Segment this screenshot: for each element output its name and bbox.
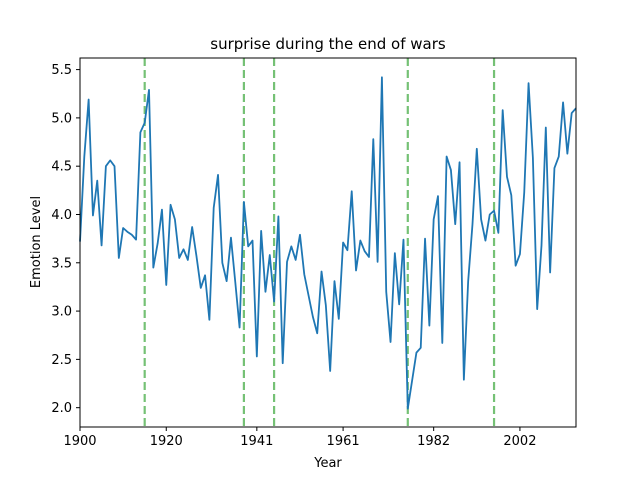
x-tick-label: 1941 xyxy=(240,434,273,449)
x-tick-label: 1900 xyxy=(63,434,96,449)
chart-title: surprise during the end of wars xyxy=(210,35,446,53)
y-tick-label: 4.5 xyxy=(51,160,72,175)
x-tick-label: 2002 xyxy=(503,434,536,449)
series-line-0 xyxy=(79,76,577,410)
x-axis-label: Year xyxy=(313,456,342,471)
y-axis-label: Emotion Level xyxy=(29,196,44,288)
axes-frame xyxy=(79,57,577,428)
plot-area xyxy=(79,57,577,428)
y-axis: 2.0 2.5 3.0 3.5 4.0 4.5 5.0 5.5 xyxy=(51,63,80,416)
y-tick-label: 5.0 xyxy=(51,111,72,126)
y-tick-label: 3.0 xyxy=(51,305,72,320)
x-tick-label: 1982 xyxy=(417,434,450,449)
x-axis: 1900 1920 1941 1961 1982 2002 xyxy=(63,427,536,449)
y-tick-label: 2.5 xyxy=(51,353,72,368)
x-tick-label: 1961 xyxy=(327,434,360,449)
series-layer xyxy=(79,76,577,410)
axes-background xyxy=(80,58,576,427)
y-tick-label: 3.5 xyxy=(51,256,72,271)
x-tick-label: 1920 xyxy=(150,434,183,449)
y-tick-label: 2.0 xyxy=(51,401,72,416)
y-tick-label: 4.0 xyxy=(51,208,72,223)
y-tick-label: 5.5 xyxy=(51,63,72,78)
